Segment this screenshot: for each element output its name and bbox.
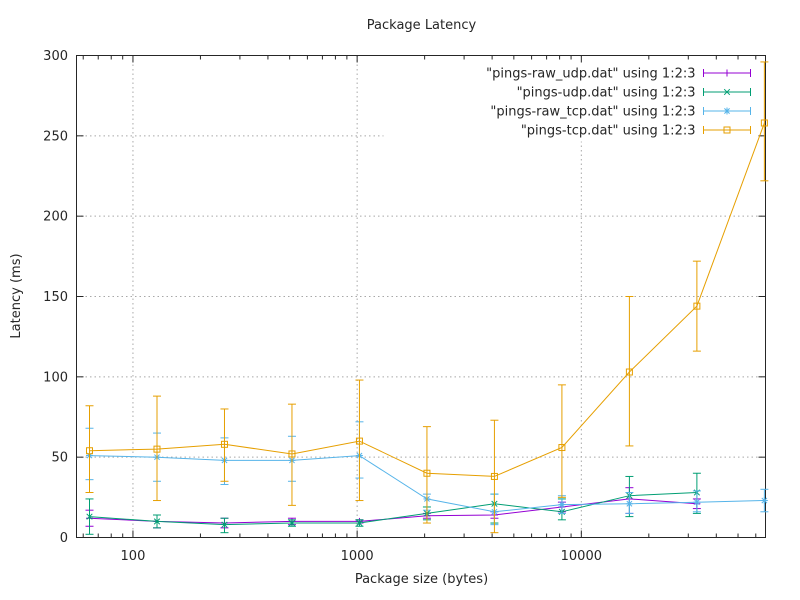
legend-label-pings-raw_udp: "pings-raw_udp.dat" using 1:2:3 bbox=[486, 67, 695, 82]
y-tick-label: 200 bbox=[43, 210, 68, 225]
square-marker-icon bbox=[86, 447, 94, 455]
x-tick-label: 1000 bbox=[341, 549, 374, 564]
y-tick-label: 150 bbox=[43, 290, 68, 305]
series-line bbox=[89, 498, 697, 524]
axis-ticks: 100 1000 10000 0 50 100 150 200 250 300 bbox=[43, 49, 766, 564]
cross-marker-icon bbox=[221, 521, 228, 528]
asterisk-marker-icon bbox=[558, 501, 565, 508]
square-marker-icon bbox=[558, 444, 566, 452]
series-pings-raw_udp bbox=[85, 487, 701, 529]
y-tick-label: 250 bbox=[43, 129, 68, 144]
asterisk-marker-icon bbox=[724, 108, 730, 114]
legend-label-pings-tcp: "pings-tcp.dat" using 1:2:3 bbox=[521, 124, 696, 139]
square-marker-icon bbox=[288, 450, 296, 458]
y-tick-label: 50 bbox=[51, 451, 68, 466]
series-line bbox=[89, 492, 697, 526]
legend-background bbox=[383, 57, 758, 142]
asterisk-marker-icon bbox=[693, 499, 700, 506]
cross-marker-icon bbox=[153, 518, 161, 525]
square-marker-icon bbox=[220, 440, 228, 448]
asterisk-marker-icon bbox=[626, 500, 633, 507]
square-marker-icon bbox=[423, 469, 431, 477]
square-marker-icon bbox=[723, 126, 731, 134]
x-tick-label: 10000 bbox=[561, 549, 602, 564]
cross-marker-icon bbox=[356, 519, 363, 527]
asterisk-marker-icon bbox=[761, 497, 768, 504]
square-marker-icon bbox=[625, 368, 633, 376]
x-axis-label: Package size (bytes) bbox=[354, 572, 489, 587]
series-pings-tcp bbox=[85, 61, 769, 534]
legend-label-pings-udp: "pings-udp.dat" using 1:2:3 bbox=[517, 86, 696, 101]
series-line bbox=[89, 122, 765, 477]
y-tick-label: 0 bbox=[60, 531, 68, 546]
y-tick-label: 100 bbox=[43, 370, 68, 385]
cross-marker-icon bbox=[723, 88, 731, 96]
x-tick-label: 100 bbox=[121, 549, 146, 564]
y-tick-label: 300 bbox=[43, 49, 68, 64]
square-marker-icon bbox=[693, 302, 701, 310]
square-marker-icon bbox=[490, 472, 498, 480]
cross-marker-icon bbox=[86, 513, 93, 520]
cross-marker-icon bbox=[288, 519, 296, 527]
y-axis-label: Latency (ms) bbox=[9, 253, 24, 339]
square-marker-icon bbox=[355, 437, 363, 445]
chart-title: Package Latency bbox=[366, 18, 477, 33]
square-marker-icon bbox=[153, 445, 161, 453]
legend: "pings-raw_udp.dat" using 1:2:3 "pings-ud… bbox=[486, 67, 751, 139]
legend-label-pings-raw_tcp: "pings-raw_tcp.dat" using 1:2:3 bbox=[490, 105, 695, 120]
square-marker-icon bbox=[760, 119, 768, 127]
